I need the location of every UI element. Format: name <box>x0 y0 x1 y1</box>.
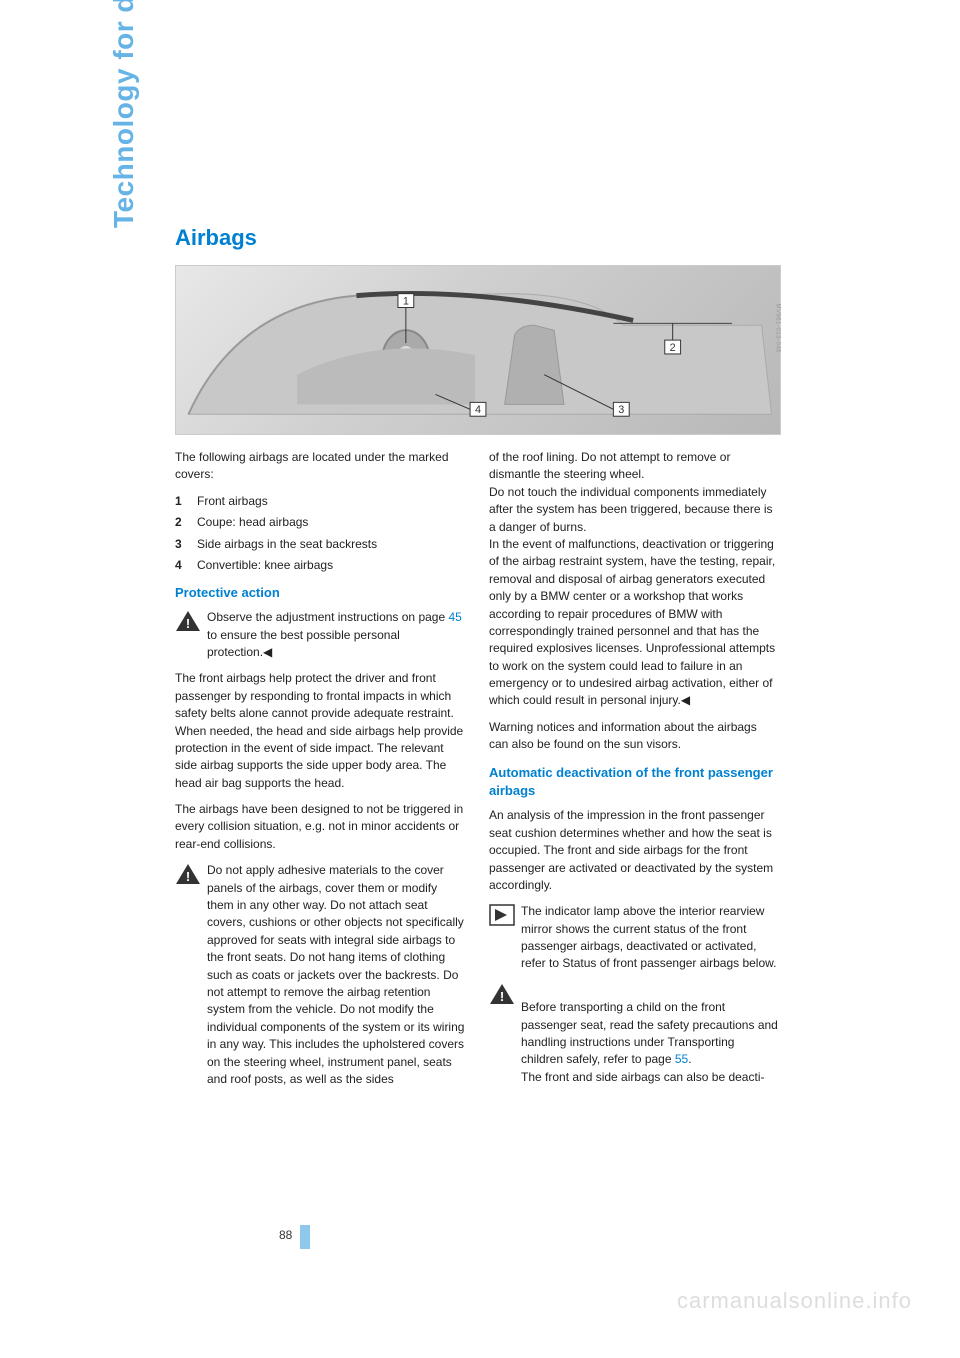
page-content: Airbags 1 2 3 <box>175 225 795 1097</box>
list-item: 4Convertible: knee airbags <box>175 557 465 574</box>
warning-note: ! Observe the adjustment instructions on… <box>175 609 465 661</box>
airbag-diagram: 1 2 3 4 MV961-013-046 <box>175 265 781 435</box>
info-icon <box>489 904 515 926</box>
figure-label-1: 1 <box>403 296 409 308</box>
list-item: 1Front airbags <box>175 493 465 510</box>
body-text: The front airbags help protect the drive… <box>175 670 465 792</box>
body-text: The airbags have been designed to not be… <box>175 801 465 853</box>
page-marker <box>300 1225 310 1249</box>
section-title-sidebar: Technology for driving comfort and safet… <box>108 0 140 228</box>
intro-text: The following airbags are located under … <box>175 449 465 484</box>
warning-icon: ! <box>489 983 515 1005</box>
page-number: 88 <box>279 1228 292 1242</box>
warning-icon: ! <box>175 610 201 632</box>
right-column: of the roof lining. Do not attempt to re… <box>489 449 779 1097</box>
figure-label-2: 2 <box>670 342 676 354</box>
svg-text:!: ! <box>186 616 190 631</box>
watermark: carmanualsonline.info <box>677 1288 912 1314</box>
page-link-45[interactable]: 45 <box>448 610 461 624</box>
page-title: Airbags <box>175 225 795 251</box>
list-item: 3Side airbags in the seat backrests <box>175 536 465 553</box>
body-text: of the roof lining. Do not attempt to re… <box>489 449 779 710</box>
figure-label-3: 3 <box>618 404 624 416</box>
list-item: 2Coupe: head airbags <box>175 514 465 531</box>
figure-credit: MV961-013-046 <box>775 303 781 353</box>
figure-label-4: 4 <box>475 404 481 416</box>
info-note: The indicator lamp above the interior re… <box>489 903 779 973</box>
body-text: Warning notices and information about th… <box>489 719 779 754</box>
warning-note: ! Do not apply adhesive materials to the… <box>175 862 465 1088</box>
svg-text:!: ! <box>500 989 504 1004</box>
svg-text:!: ! <box>186 869 190 884</box>
warning-note: ! Before transporting a child on the fro… <box>489 982 779 1086</box>
body-text: An analysis of the impression in the fro… <box>489 807 779 894</box>
protective-action-heading: Protective action <box>175 584 465 603</box>
auto-deactivation-heading: Automatic deactivation of the front pass… <box>489 764 779 802</box>
warning-icon: ! <box>175 863 201 885</box>
page-link-55[interactable]: 55 <box>675 1052 688 1066</box>
left-column: The following airbags are located under … <box>175 449 465 1097</box>
